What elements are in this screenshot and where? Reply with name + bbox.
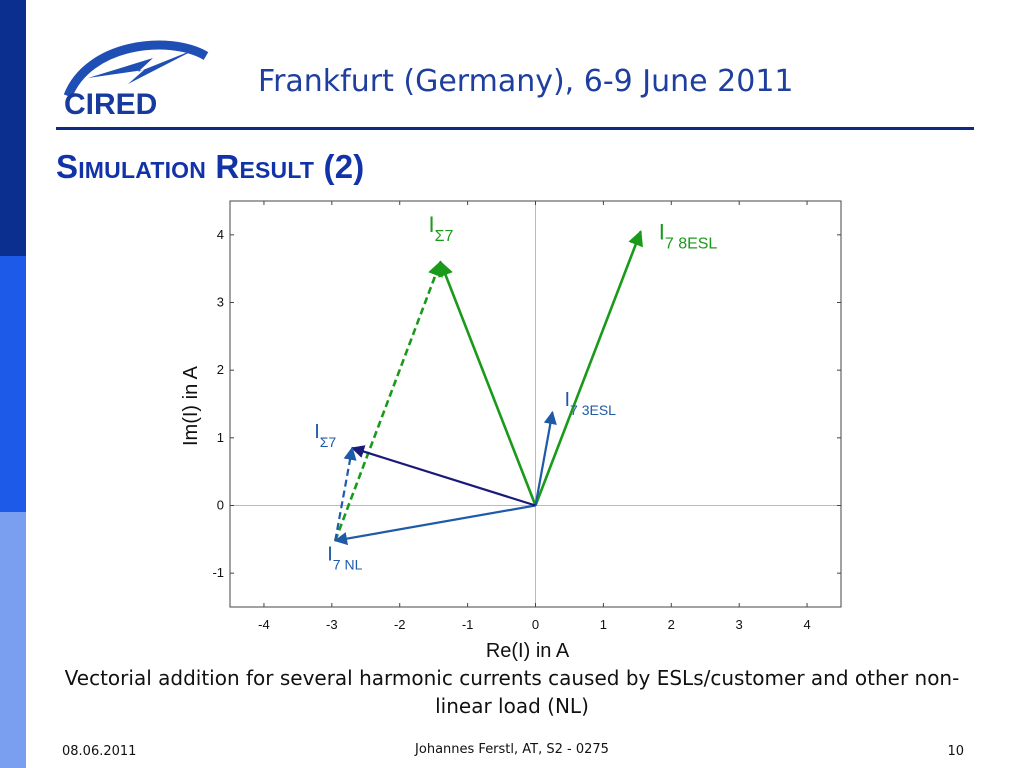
x-tick-label: -3 (326, 617, 338, 632)
x-tick-label: 1 (600, 617, 607, 632)
sidebar-band-dark (0, 0, 26, 256)
sidebar-band-mid (0, 256, 26, 512)
vector-i-7-nl (333, 504, 536, 546)
footer-author: Johannes Ferstl, AT, S2 - 0275 (415, 742, 609, 757)
sidebar-band-light (0, 512, 26, 768)
vector-label: IΣ7 (314, 421, 336, 450)
x-tick-label: 2 (668, 617, 675, 632)
logo-text: CIRED (64, 88, 157, 120)
vector-i-7-3esl (534, 410, 557, 506)
vector-i-7-8esl (534, 229, 643, 506)
vector-i-sum7-small-dashed (334, 446, 357, 541)
slide-title: Simulation Result (2) (56, 148, 365, 185)
y-tick-label: 2 (217, 362, 224, 377)
page-number: 10 (947, 744, 964, 759)
x-tick-label: -2 (394, 617, 406, 632)
logo-arc (63, 40, 209, 98)
vector-i-sum7-big-dashed (334, 260, 443, 542)
conference-title: Frankfurt (Germany), 6-9 June 2011 (258, 64, 794, 99)
y-tick-label: 1 (217, 430, 224, 445)
title-divider (56, 127, 974, 130)
x-axis-label: Re(I) in A (486, 640, 570, 662)
vector-label: I7 8ESL (659, 219, 718, 252)
y-tick-label: 0 (217, 498, 224, 513)
vector-label: I7 NL (327, 544, 362, 573)
x-tick-label: 0 (532, 617, 539, 632)
cired-logo: CIRED (63, 40, 209, 120)
y-tick-label: -1 (212, 565, 224, 580)
y-tick-label: 4 (217, 227, 224, 242)
footer-date: 08.06.2011 (62, 744, 137, 759)
x-tick-label: 3 (736, 617, 743, 632)
vector-label: I7 3ESL (564, 389, 616, 418)
vector-i-sum7-big (438, 260, 537, 506)
logo-lightning (88, 48, 198, 84)
y-axis-label: Im(I) in A (180, 365, 202, 446)
x-tick-label: -1 (462, 617, 474, 632)
vector-i-sum7-small (350, 445, 536, 507)
vector-label: IΣ7 (428, 212, 453, 245)
y-tick-label: 3 (217, 295, 224, 310)
x-tick-label: 4 (803, 617, 810, 632)
figure-caption: Vectorial addition for several harmonic … (64, 666, 960, 718)
x-tick-label: -4 (258, 617, 270, 632)
